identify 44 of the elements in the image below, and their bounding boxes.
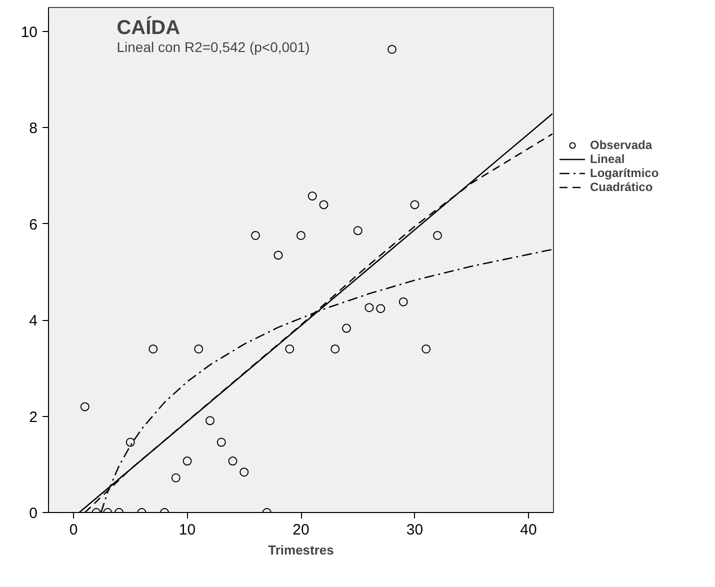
point xyxy=(330,344,340,354)
point xyxy=(319,200,328,210)
y-tick-label: 10 xyxy=(20,24,38,42)
point xyxy=(194,344,204,354)
point xyxy=(251,230,260,240)
point xyxy=(308,192,317,201)
legend-label: Cuadrático xyxy=(590,180,653,194)
point xyxy=(274,250,283,260)
point xyxy=(353,226,362,236)
point xyxy=(182,456,192,466)
y-tick-label: 8 xyxy=(29,120,38,138)
point xyxy=(206,416,215,426)
point xyxy=(432,230,442,240)
x-tick-label: 0 xyxy=(69,522,78,538)
text: CAÍDA xyxy=(116,16,180,40)
point xyxy=(387,44,396,54)
x-axis-title: Trimestres xyxy=(268,542,334,558)
x-tick-label: 10 xyxy=(178,522,196,538)
point xyxy=(240,468,249,477)
point xyxy=(228,456,238,466)
point xyxy=(148,344,158,354)
point xyxy=(171,473,180,482)
y-tick-label: 4 xyxy=(29,312,38,330)
point xyxy=(410,200,420,210)
text: Lineal con R2=0,542 (p<0,001) xyxy=(116,38,310,55)
point xyxy=(80,402,90,412)
point xyxy=(126,438,135,447)
point xyxy=(422,344,431,354)
point xyxy=(398,297,408,306)
legend-label: Observada xyxy=(590,138,652,152)
x-tick-label: 40 xyxy=(520,522,537,538)
legend-label: Logarítmico xyxy=(590,166,659,180)
point xyxy=(376,304,386,314)
y-tick-label: 2 xyxy=(29,408,38,426)
x-tick-label: 20 xyxy=(292,522,310,538)
point xyxy=(216,438,226,447)
y-tick-label: 6 xyxy=(29,216,38,234)
point xyxy=(342,324,351,333)
legend-label: Lineal xyxy=(590,152,625,166)
x-tick-label: 30 xyxy=(406,522,424,538)
y-tick-label: 0 xyxy=(29,505,38,522)
point xyxy=(296,230,306,240)
point xyxy=(364,303,374,312)
point xyxy=(285,344,294,354)
